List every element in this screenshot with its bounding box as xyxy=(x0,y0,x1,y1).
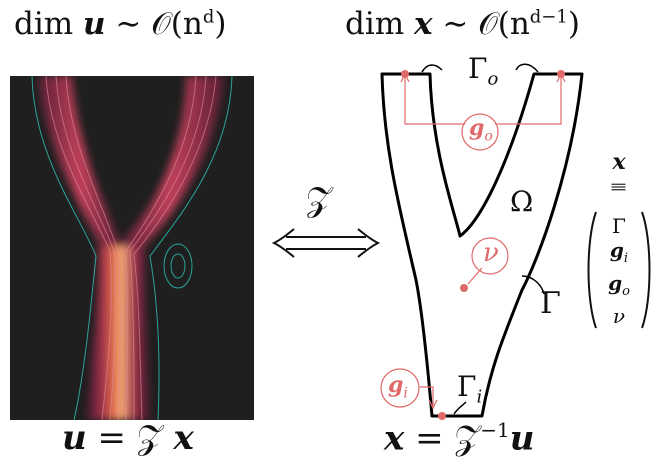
vector-entry: Γ xyxy=(612,214,626,238)
streamline xyxy=(125,76,197,420)
parameter-vector: x ||| Γ gi go ν xyxy=(584,149,654,329)
streamline xyxy=(45,76,112,420)
right-caption: x = 𝒵−1u xyxy=(384,418,535,459)
gamma-i-label: Γi xyxy=(457,370,483,408)
map-operator: 𝒵 xyxy=(306,180,332,220)
streamline xyxy=(55,76,117,420)
boundary-bracket xyxy=(421,63,539,73)
domain-outline xyxy=(380,72,584,418)
left-title: dim u ∼ 𝒪(nd) xyxy=(14,6,227,42)
streamline xyxy=(31,76,97,420)
right-arm xyxy=(118,76,224,256)
boundary-pointer xyxy=(521,275,545,295)
streamline xyxy=(133,76,217,420)
bidirectional-arrow-icon xyxy=(272,228,380,258)
g-o-label: go xyxy=(469,115,493,145)
streamline xyxy=(129,76,207,420)
viscosity-badge xyxy=(471,237,509,275)
outflow-point xyxy=(557,70,565,78)
left-arm xyxy=(38,76,122,256)
vector-bracket-icon xyxy=(587,211,651,329)
outflow-badge xyxy=(461,113,499,151)
gamma-o-label: Γo xyxy=(468,52,499,90)
vector-entry: ν xyxy=(612,304,626,328)
right-title: dim x ∼ 𝒪(nd−1) xyxy=(345,6,580,42)
omega-label: Ω xyxy=(510,185,534,218)
inflow-point xyxy=(438,412,446,420)
recirculation-vortex xyxy=(163,243,193,289)
inflow-badge xyxy=(380,368,420,408)
vector-entry: gi xyxy=(609,238,629,266)
g-i-label: gi xyxy=(388,372,408,402)
vector-entry: go xyxy=(608,271,630,299)
nu-label: ν xyxy=(483,238,499,268)
streamline xyxy=(149,76,233,420)
vector-top: x xyxy=(612,149,626,175)
domain-geometry-diagram xyxy=(380,63,584,420)
inflow-arrow xyxy=(428,399,438,410)
outflow-point xyxy=(401,70,409,78)
viscosity-point xyxy=(460,284,468,292)
left-caption: u = 𝒵 x xyxy=(62,418,194,458)
gamma-label: Γ xyxy=(540,286,561,321)
boundary-pointer xyxy=(453,401,467,415)
streamline xyxy=(65,76,121,420)
inflow-connector xyxy=(420,386,434,406)
flow-field-image xyxy=(10,76,254,420)
outflow-connector xyxy=(404,74,562,125)
recirculation-vortex xyxy=(170,253,186,279)
